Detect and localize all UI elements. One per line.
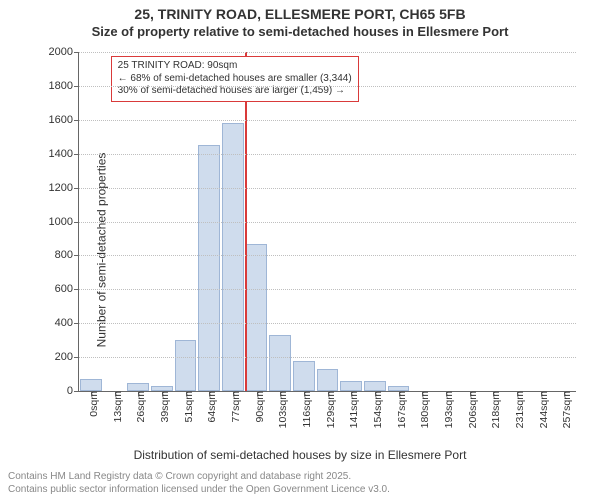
histogram-bar: [80, 379, 102, 391]
gridline: [79, 86, 576, 87]
x-tick-label: 206sqm: [461, 391, 479, 428]
gridline: [79, 323, 576, 324]
x-tick-label: 193sqm: [437, 391, 455, 428]
histogram-bar: [198, 145, 220, 391]
x-tick-label: 180sqm: [413, 391, 431, 428]
y-tick-label: 1800: [49, 80, 79, 92]
histogram-bar: [364, 381, 386, 391]
x-tick-label: 77sqm: [224, 391, 242, 423]
chart-container: 25, TRINITY ROAD, ELLESMERE PORT, CH65 5…: [0, 0, 600, 500]
gridline: [79, 289, 576, 290]
gridline: [79, 188, 576, 189]
histogram-bar: [269, 335, 291, 391]
x-tick-label: 231sqm: [508, 391, 526, 428]
x-tick-label: 103sqm: [271, 391, 289, 428]
annotation-line: ← 68% of semi-detached houses are smalle…: [118, 73, 352, 86]
x-tick-label: 64sqm: [200, 391, 218, 423]
y-tick-label: 2000: [49, 46, 79, 58]
chart-title-sub: Size of property relative to semi-detach…: [0, 24, 600, 39]
histogram-bar: [246, 244, 268, 391]
x-tick-label: 0sqm: [82, 391, 100, 417]
y-tick-label: 1000: [49, 216, 79, 228]
y-tick-label: 400: [55, 317, 79, 329]
footer-line: Contains public sector information licen…: [8, 484, 390, 497]
x-tick-label: 244sqm: [532, 391, 550, 428]
histogram-bar: [340, 381, 362, 391]
x-axis-label: Distribution of semi-detached houses by …: [0, 448, 600, 462]
x-tick-label: 13sqm: [106, 391, 124, 423]
gridline: [79, 120, 576, 121]
histogram-bar: [175, 340, 197, 391]
x-tick-label: 129sqm: [319, 391, 337, 428]
x-tick-label: 257sqm: [555, 391, 573, 428]
footer-attribution: Contains HM Land Registry data © Crown c…: [8, 471, 390, 496]
y-tick-label: 600: [55, 283, 79, 295]
gridline: [79, 357, 576, 358]
x-tick-label: 90sqm: [248, 391, 266, 423]
x-tick-label: 39sqm: [153, 391, 171, 423]
y-tick-label: 0: [67, 385, 79, 397]
title-block: 25, TRINITY ROAD, ELLESMERE PORT, CH65 5…: [0, 6, 600, 39]
gridline: [79, 222, 576, 223]
annotation-box: 25 TRINITY ROAD: 90sqm ← 68% of semi-det…: [111, 56, 359, 102]
footer-line: Contains HM Land Registry data © Crown c…: [8, 471, 390, 484]
gridline: [79, 255, 576, 256]
x-tick-label: 51sqm: [177, 391, 195, 423]
gridline: [79, 52, 576, 53]
y-tick-label: 1400: [49, 148, 79, 160]
histogram-bar: [293, 361, 315, 392]
y-tick-label: 200: [55, 351, 79, 363]
y-tick-label: 1600: [49, 114, 79, 126]
histogram-bar: [222, 123, 244, 391]
x-tick-label: 141sqm: [342, 391, 360, 428]
x-tick-label: 154sqm: [366, 391, 384, 428]
x-tick-label: 167sqm: [390, 391, 408, 428]
x-tick-label: 116sqm: [295, 391, 313, 428]
chart-title-main: 25, TRINITY ROAD, ELLESMERE PORT, CH65 5…: [0, 6, 600, 22]
y-tick-label: 1200: [49, 182, 79, 194]
x-tick-label: 218sqm: [484, 391, 502, 428]
x-tick-label: 26sqm: [129, 391, 147, 423]
y-tick-label: 800: [55, 249, 79, 261]
histogram-bar: [317, 369, 339, 391]
annotation-line: 25 TRINITY ROAD: 90sqm: [118, 60, 352, 73]
plot-area: 25 TRINITY ROAD: 90sqm ← 68% of semi-det…: [78, 52, 576, 392]
gridline: [79, 154, 576, 155]
